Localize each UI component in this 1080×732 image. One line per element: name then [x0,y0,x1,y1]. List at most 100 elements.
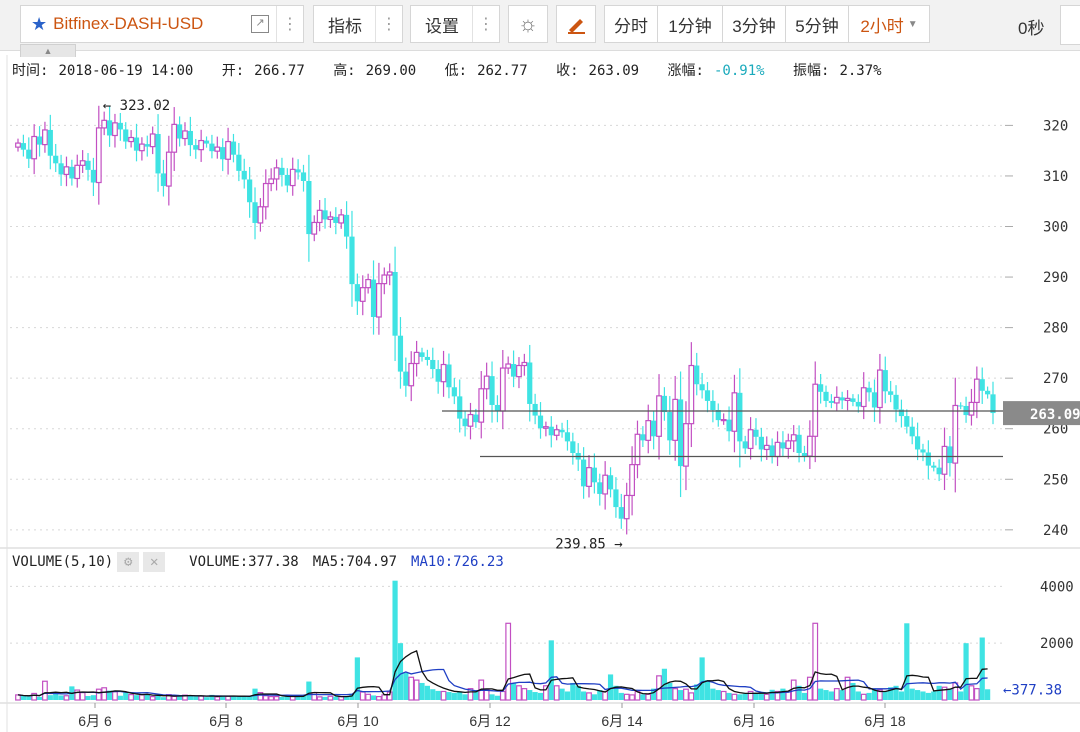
indicators-button[interactable]: 指标 ⋮ [313,5,403,43]
price-tick-label: 250 [1043,472,1068,488]
period-tab-3[interactable]: 5分钟 [785,5,849,43]
candle-body-down [537,415,544,429]
price-tick-label: 310 [1043,169,1068,185]
period-tab-0[interactable]: 分时 [604,5,658,43]
candle-body-up [42,129,48,146]
candle-body-up [656,395,662,437]
candle-body-up [645,420,652,441]
close-label: 收: [556,63,579,79]
candle-body-down [667,412,673,441]
volume-bar-down [866,692,872,700]
candle-body-up [952,404,959,464]
candle-body-up [785,440,792,450]
volume-bar-down [537,692,544,700]
close-icon[interactable]: ✕ [143,552,166,572]
candle-body-down [828,400,834,403]
price-tick-label: 320 [1043,118,1068,134]
candle-body-up [833,396,840,404]
candle-body-down [931,465,937,468]
candle-body-up [138,143,145,152]
fullscreen-button[interactable] [1060,5,1080,45]
indicators-label: 指标 [328,16,362,36]
settings-more-icon[interactable]: ⋮ [472,6,499,42]
candle-body-down [193,145,199,150]
candle-body-up [74,164,81,180]
candle-body-down [252,202,258,223]
candle-body-down [715,410,721,421]
candle-body-up [499,367,506,412]
candle-body-down [914,436,921,450]
price-tick-label: 280 [1043,321,1068,337]
candle-body-down [462,418,468,427]
candle-body-up [316,209,323,224]
volume-bar-down [424,685,430,700]
candle-body-down [446,364,452,388]
candle-body-down [36,136,43,145]
star-icon[interactable]: ★ [31,13,48,34]
candle-body-down [591,467,597,483]
volume-bar-down [419,682,425,700]
volume-bar-down [177,695,183,700]
volume-bar-up [688,692,695,701]
volume-bar-down [715,690,721,700]
candle-body-down [106,120,113,136]
candle-body-down [473,414,479,423]
gear-icon[interactable]: ⚙ [117,552,140,572]
candle-body-down [564,432,571,442]
candle-body-down [651,420,657,437]
settings-button[interactable]: 设置 ⋮ [410,5,500,43]
volume-bar-up [499,690,506,701]
candle-body-up [225,140,231,160]
indicators-more-icon[interactable]: ⋮ [375,6,402,42]
period-tab-1[interactable]: 1分钟 [657,5,723,43]
volume-bar-up [138,694,145,701]
candle-body-up [214,146,221,152]
volume-bar-down [144,694,150,700]
candle-body-down [742,441,748,449]
volume-bar-down [343,696,350,700]
volume-current-label: ←377.38 [1003,682,1062,698]
candle-body-down [241,170,247,180]
volume-bar-down [230,696,237,700]
volume-bar-down [726,692,732,700]
candle-body-up [505,363,512,369]
candle-body-down [898,409,905,417]
symbol-selector[interactable]: ★ Bitfinex-DASH-USD ↗ ⋮ [20,5,304,43]
volume-bar-up [128,694,135,701]
volume-bar-down [435,690,441,700]
volume-bar-down [203,697,210,700]
volume-bar-up [833,688,840,701]
period-tab-2[interactable]: 3分钟 [722,5,786,43]
volume-bar-down [888,687,894,700]
theme-toggle-button[interactable]: ☼ [508,5,548,43]
high-value: 269.00 [365,63,417,79]
x-tick-label: 6月 18 [864,713,905,729]
draw-tool-button[interactable] [556,5,596,43]
volume-bar-down [704,680,711,700]
period-tab-active[interactable]: 2小时 ▼ [848,5,930,43]
volume-bar-down [758,693,764,700]
candle-body-down [209,143,215,152]
volume-bar-down [963,643,969,700]
volume-bar-down [494,695,501,700]
volume-bar-up [516,685,522,701]
price-tick-label: 240 [1043,523,1068,539]
candle-body-down [144,144,150,147]
candle-body-up [747,429,754,450]
popout-icon[interactable]: ↗ [251,15,269,33]
candle-body-down [532,403,538,416]
volume-bar-down [796,685,802,700]
candle-body-up [521,361,528,367]
last-price-label: 263.09 [1030,407,1080,423]
volume-bar-down [710,688,716,700]
max-price-label: ← 323.02 [103,98,170,114]
candle-body-down [801,452,808,457]
candle-body-down [295,169,301,173]
candle-body-down [333,216,339,223]
more-dots-icon[interactable]: ⋮ [276,6,303,42]
high-label: 高: [333,63,356,79]
volume-bar-up [365,693,372,701]
candle-body-up [171,123,178,153]
collapse-toolbar-button[interactable]: ▲ [20,44,76,57]
